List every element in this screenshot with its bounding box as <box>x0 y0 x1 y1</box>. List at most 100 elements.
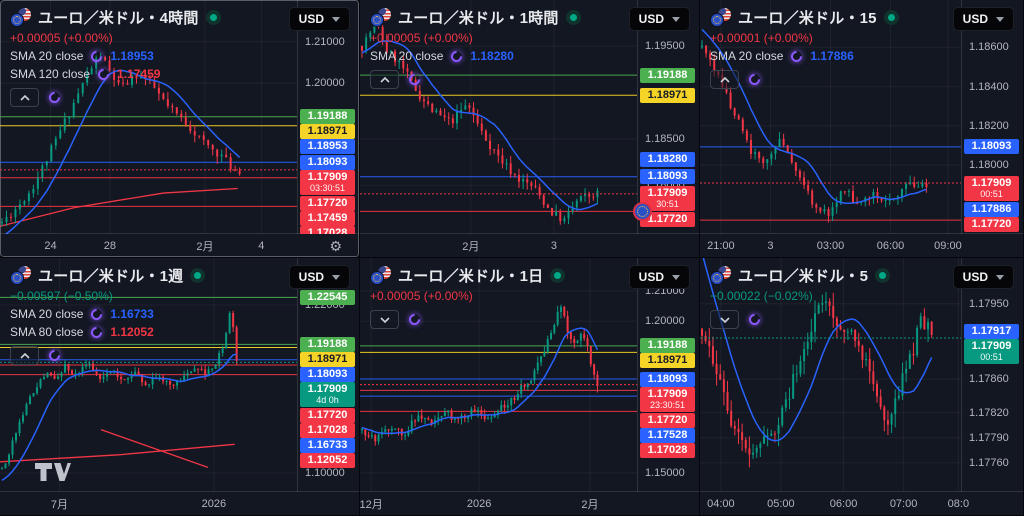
legend-collapse-button[interactable] <box>10 88 39 107</box>
chart-panel-1h[interactable]: 2月3 1.195001.185001.180001.191881.189711… <box>360 0 700 258</box>
indicator-loading-icon <box>95 66 112 82</box>
currency-dropdown[interactable]: USD <box>628 7 690 31</box>
price-badge: 1.19188 <box>300 109 355 125</box>
time-axis[interactable]: 21:00 3 03:00 06:00 09:00 <box>700 233 1023 257</box>
currency-dropdown-value: USD <box>962 12 988 26</box>
chart-panel-1d[interactable]: 12月 2026 2月 1.21000 1.20000 1.15000 1.19188 1.… <box>360 258 700 516</box>
time-axis-label: 07:00 <box>889 498 918 510</box>
price-axis[interactable]: 1.17950 1.17860 1.17820 1.17790 1.17760 1.179… <box>961 258 1023 492</box>
indicator-loading-icon <box>406 71 423 88</box>
price-axis[interactable]: 1.21000 1.20000 1.15000 1.19188 1.18971 1.180… <box>637 258 699 492</box>
indicator-loading-icon <box>46 89 63 106</box>
symbol-title[interactable]: ユーロ／米ドル・1週 <box>38 268 184 285</box>
legend-collapse-button[interactable] <box>10 346 39 365</box>
chevron-up-icon <box>379 316 390 323</box>
indicator-label[interactable]: SMA 20 close <box>10 307 84 321</box>
indicator-label[interactable]: SMA 20 close <box>710 49 784 63</box>
currency-dropdown-value: USD <box>962 270 988 284</box>
chart-canvas[interactable] <box>700 0 1023 234</box>
price-axis[interactable]: 1.195001.185001.180001.191881.189711.182… <box>637 0 699 234</box>
indicator-label[interactable]: SMA 80 close <box>10 325 84 339</box>
price-axis[interactable]: 1.22000 1.10000 1.22545 1.19188 1.18971 1.180… <box>297 258 359 492</box>
market-status-icon <box>550 268 566 283</box>
price-axis-label: 1.17820 <box>969 406 1009 419</box>
chevron-up-icon <box>719 316 730 323</box>
indicator-loading-icon <box>89 306 105 322</box>
chevron-down-icon <box>332 274 340 280</box>
symbol-title[interactable]: ユーロ／米ドル・1日 <box>398 268 544 285</box>
price-axis-label: 1.17790 <box>969 431 1009 444</box>
price-badge: 1.16733 <box>300 437 355 453</box>
legend-collapse-button[interactable] <box>370 70 399 89</box>
chart-panel-5m[interactable]: 04:00 05:00 06:00 07:00 08:0 1.17950 1.17860 1… <box>700 258 1024 516</box>
price-axis[interactable]: 1.21000 1.20000 1.19188 1.18971 1.18953 1.180… <box>297 0 359 234</box>
price-change-label: +0.00005 (+0.00%) <box>10 31 113 45</box>
price-badge: 1.17459 <box>300 210 355 226</box>
time-axis[interactable]: 7月 2026 <box>0 491 359 515</box>
market-status-icon <box>565 10 581 25</box>
chart-panel-4h[interactable]: 24 28 2月 4 1.21000 1.20000 1.19188 1.18971 1.18… <box>0 0 360 258</box>
chart-canvas[interactable] <box>700 258 1023 492</box>
legend-collapse-button[interactable] <box>370 310 399 329</box>
chart-canvas[interactable] <box>360 0 699 234</box>
chevron-down-icon <box>332 16 340 22</box>
tradingview-logo[interactable] <box>34 462 72 487</box>
price-change-label: +0.00001 (+0.00%) <box>710 31 813 45</box>
price-axis-label: 1.10000 <box>305 467 345 480</box>
symbol-title[interactable]: ユーロ／米ドル・5 <box>738 268 869 285</box>
currency-dropdown[interactable]: USD <box>952 265 1014 289</box>
chart-legend: ユーロ／米ドル・5 −0.00022 (−0.02%) <box>710 265 891 329</box>
time-axis[interactable]: 04:00 05:00 06:00 07:00 08:0 <box>700 491 1023 515</box>
currency-dropdown-value: USD <box>298 12 324 26</box>
time-axis-label: 06:00 <box>876 240 905 252</box>
price-badge: 1.17720 <box>300 407 355 423</box>
axis-settings-gear-icon[interactable]: ⚙ <box>329 238 342 254</box>
chevron-down-icon <box>996 16 1004 22</box>
price-badge: 1.17028 <box>300 225 355 234</box>
price-axis-label: 1.17760 <box>969 456 1009 469</box>
symbol-title[interactable]: ユーロ／米ドル・1時間 <box>398 10 559 27</box>
price-badge: 1.17028 <box>300 422 355 438</box>
chart-panel-1w[interactable]: 7月 2026 1.22000 1.10000 1.22545 1.19188 1.189… <box>0 258 360 516</box>
price-axis-label: 1.21000 <box>305 35 345 48</box>
currency-dropdown[interactable]: USD <box>288 265 350 289</box>
legend-collapse-button[interactable] <box>710 310 739 329</box>
currency-dropdown-value: USD <box>638 12 664 26</box>
price-axis-label: 1.18600 <box>969 41 1009 54</box>
price-badge: 1.17528 <box>640 427 695 443</box>
currency-dropdown[interactable]: USD <box>628 265 690 289</box>
time-axis-label: 05:00 <box>767 498 795 510</box>
chart-legend: ユーロ／米ドル・1日 +0.00005 (+0.00%) <box>370 265 566 329</box>
time-axis-label: 28 <box>103 240 116 252</box>
chart-legend: ユーロ／米ドル・15 +0.00001 (+0.00%) SMA 20 clos… <box>710 7 899 89</box>
chart-canvas[interactable] <box>360 258 699 492</box>
indicator-label[interactable]: SMA 120 close <box>10 67 91 81</box>
time-axis[interactable]: 24 28 2月 4 <box>0 233 359 257</box>
time-axis-label: 08:0 <box>947 498 970 510</box>
symbol-title[interactable]: ユーロ／米ドル・15 <box>738 10 877 27</box>
market-status-icon <box>875 268 891 283</box>
price-badge: 1.17909 4d 0h <box>300 381 355 407</box>
indicator-loading-icon <box>46 347 63 364</box>
indicator-row: SMA 80 close 1.12052 <box>10 324 205 340</box>
chart-canvas[interactable] <box>0 0 359 234</box>
currency-dropdown-value: USD <box>638 270 664 284</box>
price-axis-label: 1.18200 <box>969 119 1009 132</box>
indicator-label[interactable]: SMA 20 close <box>370 49 444 63</box>
chart-canvas[interactable] <box>0 258 359 492</box>
time-axis[interactable]: 12月 2026 2月 <box>360 491 699 515</box>
price-axis[interactable]: 1.18600 1.18400 1.18200 1.18000 1.18093 1.179… <box>961 0 1023 234</box>
symbol-title[interactable]: ユーロ／米ドル・4時間 <box>38 10 199 27</box>
price-badge: 1.18971 <box>300 124 355 140</box>
indicator-loading-icon <box>406 311 423 328</box>
legend-collapse-button[interactable] <box>710 70 739 89</box>
price-badge: 1.17028 <box>640 442 695 458</box>
time-axis[interactable]: 2月 3 <box>360 233 699 257</box>
chart-panel-15m[interactable]: 21:00 3 03:00 06:00 09:00 1.18600 1.18400 1.18… <box>700 0 1024 258</box>
price-badge: 1.18093 <box>964 139 1019 155</box>
market-status-icon <box>205 10 221 25</box>
currency-dropdown[interactable]: USD <box>288 7 350 31</box>
indicator-label[interactable]: SMA 20 close <box>10 49 84 63</box>
indicator-row: SMA 20 close 1.18280 <box>370 48 581 64</box>
currency-dropdown[interactable]: USD <box>952 7 1014 31</box>
